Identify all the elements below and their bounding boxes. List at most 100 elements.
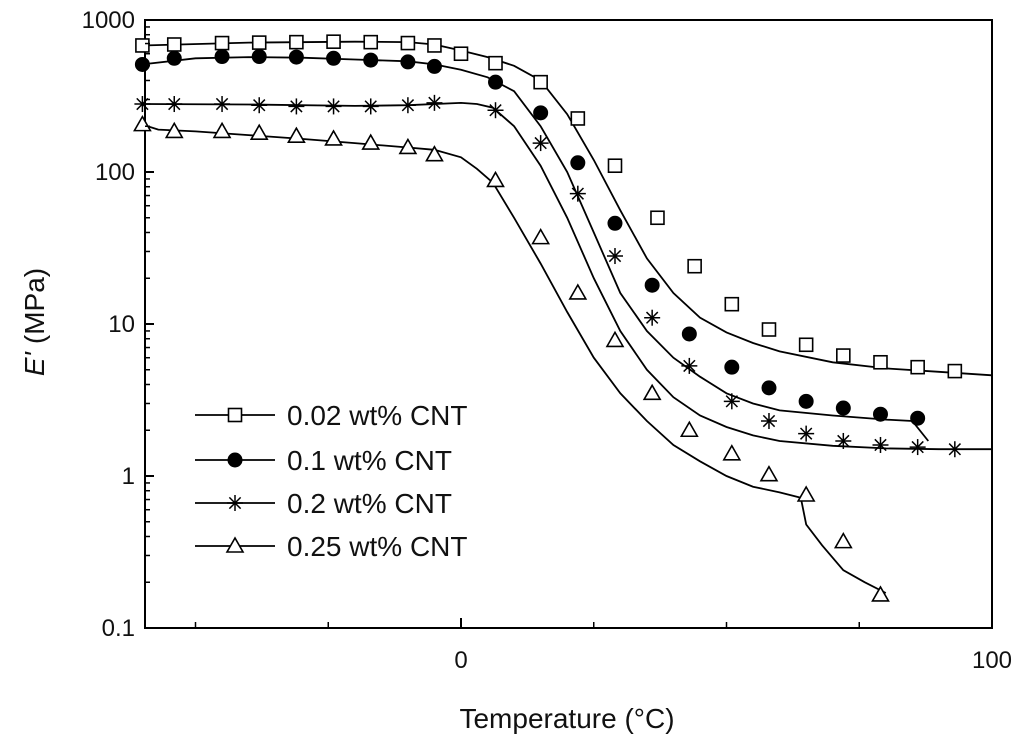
data-point [568, 283, 588, 300]
data-point [214, 96, 231, 113]
data-point [135, 38, 150, 53]
data-point [326, 34, 341, 49]
data-point [133, 115, 152, 132]
legend-label: 0.1 wt% CNT [287, 445, 452, 476]
data-point [761, 380, 777, 396]
series-line [142, 40, 993, 377]
asterisk-stroke [948, 443, 962, 456]
data-point [400, 54, 416, 70]
data-point [361, 133, 381, 150]
legend-label: 0.02 wt% CNT [287, 400, 468, 431]
x-tick-label: 100 [972, 647, 1012, 674]
asterisk-stroke [571, 187, 585, 200]
data-point [836, 348, 851, 363]
asterisk-stroke [215, 97, 229, 111]
x-axis-title: Temperature (°C) [459, 703, 674, 734]
data-point [722, 444, 742, 461]
data-point [324, 129, 343, 146]
legend-item: 0.02 wt% CNT [195, 400, 468, 431]
series-line [142, 56, 930, 442]
data-point [681, 357, 698, 374]
data-point [398, 137, 418, 155]
asterisk-stroke [683, 359, 696, 373]
asterisk-stroke [762, 414, 776, 428]
data-point [325, 98, 342, 115]
data-point [872, 436, 889, 453]
data-point [531, 228, 551, 245]
data-point [166, 50, 182, 66]
y-tick-label: 1 [122, 463, 135, 490]
data-point [363, 34, 379, 50]
data-point [871, 585, 890, 602]
asterisk-stroke [837, 434, 850, 448]
asterisk-stroke [911, 440, 924, 454]
y-axis-symbol: E' [19, 350, 50, 376]
legend-marker [227, 495, 243, 511]
legend-label: 0.2 wt% CNT [287, 488, 452, 519]
data-point [607, 215, 623, 231]
data-point [872, 406, 888, 422]
plot-border [144, 19, 993, 629]
data-point [289, 34, 304, 50]
data-point [288, 98, 305, 115]
data-point [426, 94, 443, 111]
legend: 0.02 wt% CNT 0.1 wt% CNT 0.2 wt% CNT 0.25 w… [195, 400, 468, 562]
data-point [166, 96, 183, 113]
data-point [833, 532, 853, 549]
asterisk-stroke [364, 100, 377, 113]
data-point [873, 354, 888, 370]
data-point [425, 145, 444, 162]
data-point [724, 296, 740, 312]
plot-frame [144, 19, 993, 629]
data-point [644, 309, 661, 326]
data-point [212, 121, 232, 139]
asterisk-stroke [645, 311, 659, 324]
data-point [427, 38, 442, 53]
asterisk-stroke [534, 136, 547, 150]
asterisk-stroke [168, 97, 181, 111]
asterisk-stroke [725, 395, 738, 408]
data-point [909, 439, 926, 456]
data-point [642, 383, 662, 401]
y-tick-label: 0.1 [102, 615, 135, 642]
data-point [644, 277, 660, 293]
data-point [166, 37, 182, 52]
data-point [796, 485, 816, 502]
data-point [798, 337, 814, 353]
series-2 [134, 49, 930, 442]
data-point [533, 74, 548, 90]
data-point [214, 49, 230, 65]
asterisk-stroke [327, 100, 340, 113]
data-point [487, 102, 504, 119]
data-point [723, 393, 740, 410]
data-point [214, 35, 230, 51]
data-point [426, 58, 442, 74]
data-point [399, 97, 416, 114]
asterisk-stroke [428, 96, 441, 110]
data-point [488, 55, 503, 71]
data-point [910, 410, 926, 426]
series-layer [133, 34, 993, 602]
asterisk-stroke [253, 99, 266, 112]
data-point [760, 413, 777, 430]
data-point [724, 359, 740, 375]
data-point [488, 74, 504, 90]
legend-item: 0.2 wt% CNT [195, 488, 452, 519]
data-point [835, 432, 852, 449]
data-point [798, 425, 815, 442]
asterisk-stroke [401, 99, 415, 112]
data-point [453, 46, 469, 62]
data-point [486, 170, 505, 188]
data-point [605, 330, 625, 348]
series-4 [133, 115, 890, 602]
data-point [798, 393, 814, 409]
asterisk-stroke [228, 496, 242, 510]
legend-marker [227, 452, 243, 468]
y-tick-label: 10 [108, 311, 135, 338]
asterisk-stroke [290, 100, 303, 113]
series-line [142, 101, 992, 451]
data-point [835, 400, 851, 416]
legend-marker [225, 536, 245, 553]
series-3 [134, 94, 992, 458]
